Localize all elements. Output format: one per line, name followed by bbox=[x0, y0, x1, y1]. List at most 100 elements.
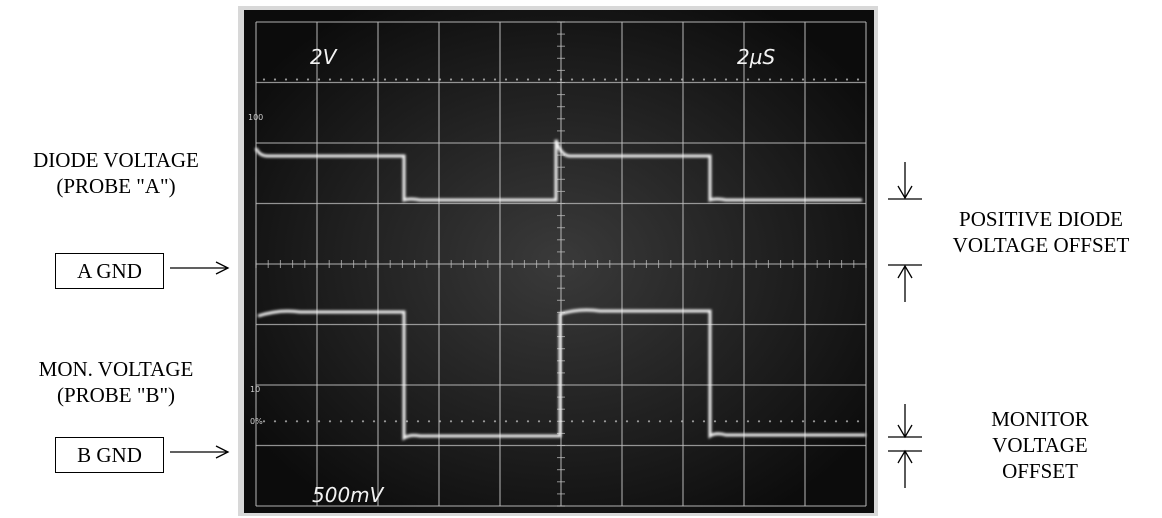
reference-dot bbox=[570, 420, 574, 423]
reference-dot bbox=[284, 78, 288, 81]
reference-dot bbox=[548, 420, 552, 423]
reference-dot bbox=[625, 78, 629, 81]
diode-voltage-line2: (PROBE "A") bbox=[56, 174, 176, 198]
diode-voltage-line1: DIODE VOLTAGE bbox=[33, 148, 199, 172]
reference-dot bbox=[460, 78, 464, 81]
reference-dot bbox=[471, 78, 475, 81]
reference-dot bbox=[383, 420, 387, 423]
reference-dot bbox=[317, 420, 321, 423]
reference-dot bbox=[702, 78, 706, 81]
reference-dot bbox=[790, 78, 794, 81]
reference-dot bbox=[603, 78, 607, 81]
mon-voltage-label: MON. VOLTAGE (PROBE "B") bbox=[0, 356, 232, 408]
monitor-voltage-trace bbox=[257, 308, 866, 441]
ch2-scale-readout: 500mV bbox=[312, 483, 385, 507]
reference-dot bbox=[625, 420, 629, 423]
reference-dot bbox=[383, 78, 387, 81]
reference-dot bbox=[372, 78, 376, 81]
reference-dot bbox=[339, 78, 343, 81]
reference-dot bbox=[735, 420, 739, 423]
reference-dot bbox=[691, 78, 695, 81]
graticule-mark-100: 100 bbox=[248, 113, 263, 122]
reference-dot bbox=[328, 78, 332, 81]
reference-dot bbox=[273, 420, 277, 423]
a-gnd-arrow bbox=[170, 261, 230, 275]
graticule-mark-10: 10 bbox=[250, 385, 260, 394]
b-gnd-box: B GND bbox=[55, 437, 164, 473]
reference-dot bbox=[658, 420, 662, 423]
reference-dot bbox=[328, 420, 332, 423]
reference-dot bbox=[614, 420, 618, 423]
reference-dot bbox=[460, 420, 464, 423]
reference-dot bbox=[427, 420, 431, 423]
reference-dot bbox=[834, 420, 838, 423]
reference-dot bbox=[306, 420, 310, 423]
reference-dot bbox=[449, 78, 453, 81]
reference-dot bbox=[636, 78, 640, 81]
reference-dot bbox=[823, 420, 827, 423]
reference-dot bbox=[724, 420, 728, 423]
reference-dot bbox=[581, 78, 585, 81]
reference-dot bbox=[394, 78, 398, 81]
reference-dot bbox=[515, 420, 519, 423]
diode-voltage-trace bbox=[254, 139, 862, 203]
reference-dot bbox=[647, 420, 651, 423]
positive-offset-arrows bbox=[888, 162, 922, 302]
reference-dot bbox=[504, 420, 508, 423]
reference-dot bbox=[262, 420, 266, 423]
reference-dot bbox=[537, 78, 541, 81]
reference-dot bbox=[438, 78, 442, 81]
reference-dot bbox=[812, 78, 816, 81]
reference-dot bbox=[845, 78, 849, 81]
reference-dot bbox=[636, 420, 640, 423]
reference-dot bbox=[262, 78, 266, 81]
reference-dot bbox=[493, 78, 497, 81]
reference-dot bbox=[295, 420, 299, 423]
reference-dot bbox=[713, 420, 717, 423]
reference-dot bbox=[471, 420, 475, 423]
reference-dot bbox=[757, 420, 761, 423]
monitor-offset-arrows bbox=[888, 404, 922, 488]
timebase-readout: 2µS bbox=[737, 45, 775, 69]
scope-screen bbox=[244, 10, 874, 513]
reference-dot bbox=[691, 420, 695, 423]
reference-dot bbox=[680, 420, 684, 423]
b-gnd-arrow bbox=[170, 445, 230, 459]
positive-offset-line1: POSITIVE DIODE bbox=[959, 207, 1123, 231]
positive-diode-offset-label: POSITIVE DIODE VOLTAGE OFFSET bbox=[920, 206, 1162, 258]
traces bbox=[254, 139, 866, 441]
reference-dot bbox=[757, 78, 761, 81]
reference-dot bbox=[702, 420, 706, 423]
reference-dot bbox=[856, 78, 860, 81]
reference-dot bbox=[526, 78, 530, 81]
reference-dot bbox=[339, 420, 343, 423]
reference-dot bbox=[801, 78, 805, 81]
reference-dot bbox=[856, 420, 860, 423]
reference-dot bbox=[394, 420, 398, 423]
reference-dot bbox=[768, 78, 772, 81]
reference-dot bbox=[669, 78, 673, 81]
diode-voltage-label: DIODE VOLTAGE (PROBE "A") bbox=[0, 147, 232, 199]
reference-dot bbox=[361, 420, 365, 423]
reference-dot bbox=[790, 420, 794, 423]
positive-offset-line2: VOLTAGE OFFSET bbox=[952, 233, 1130, 257]
reference-dot bbox=[581, 420, 585, 423]
reference-dot bbox=[317, 78, 321, 81]
reference-dot bbox=[515, 78, 519, 81]
reference-dot bbox=[537, 420, 541, 423]
reference-dot bbox=[405, 78, 409, 81]
reference-dot bbox=[350, 78, 354, 81]
reference-dot bbox=[526, 420, 530, 423]
reference-dot bbox=[295, 78, 299, 81]
reference-dot bbox=[823, 78, 827, 81]
monitor-offset-line2: VOLTAGE bbox=[992, 433, 1088, 457]
reference-dot bbox=[416, 78, 420, 81]
monitor-offset-line3: OFFSET bbox=[1002, 459, 1078, 483]
reference-dot bbox=[768, 420, 772, 423]
reference-dot bbox=[306, 78, 310, 81]
reference-dot bbox=[779, 78, 783, 81]
reference-dot bbox=[482, 420, 486, 423]
reference-dot bbox=[592, 420, 596, 423]
reference-dot bbox=[427, 78, 431, 81]
